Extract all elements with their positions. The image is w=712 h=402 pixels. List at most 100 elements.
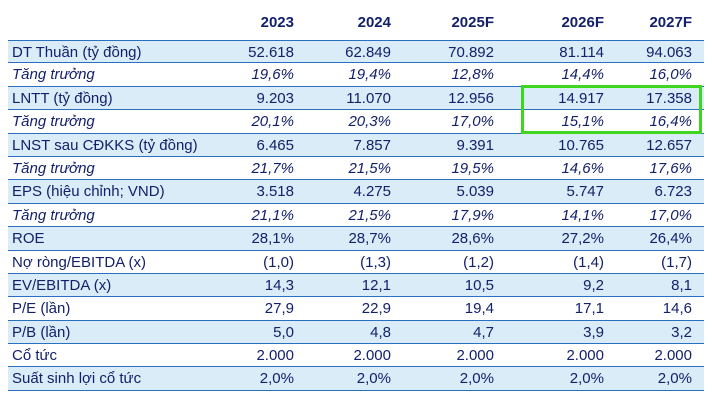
table-row: LNST sau CĐKKS (tỷ đồng) 6.465 7.857 9.391 1… [8, 133, 704, 157]
table-cell: 9.391 [456, 136, 494, 154]
row-label: LNTT (tỷ đồng) [12, 89, 113, 107]
table-header: 2023 2024 2025F 2026F 2027F [0, 0, 712, 38]
table-cell: 12.956 [448, 89, 494, 107]
table-row: EPS (hiệu chỉnh; VND) 3.518 4.275 5.039 5.74… [8, 180, 704, 204]
row-label: Tăng trưởng [12, 159, 95, 177]
row-label: P/E (lần) [12, 300, 71, 318]
table-cell: 16,0% [649, 66, 692, 84]
table-cell: 26,4% [649, 230, 692, 248]
row-label: ROE [12, 230, 45, 248]
table-cell: 28,1% [251, 230, 294, 248]
table-cell: 6.723 [654, 183, 692, 201]
table-cell: 2.000 [456, 347, 494, 365]
table-row: Tăng trưởng 20,1% 20,3% 17,0% 15,1% 16,4% [8, 110, 704, 134]
table-cell: 27,9 [264, 300, 294, 318]
table-row: ROE 28,1% 28,7% 28,6% 27,2% 26,4% [8, 227, 704, 251]
table-cell: 12,8% [451, 66, 494, 84]
table-cell: 2.000 [353, 347, 391, 365]
row-label: P/B (lần) [12, 323, 71, 341]
table-cell: 94.063 [646, 44, 692, 61]
table-row: Tăng trưởng 21,1% 21,5% 17,9% 14,1% 17,0% [8, 204, 704, 228]
table-cell: 10,5 [464, 276, 494, 294]
row-label: Suất sinh lợi cổ tức [12, 370, 142, 388]
row-label: Tăng trưởng [12, 206, 95, 224]
table-row: Nợ ròng/EBITDA (x) (1,0) (1,3) (1,2) (1,4) (1… [8, 251, 704, 274]
table-cell: 14,6 [662, 300, 692, 318]
table-cell: 15,1% [561, 113, 604, 131]
table-cell: 17,9% [451, 206, 494, 224]
table-cell: 19,5% [451, 159, 494, 177]
table-cell: 19,4 [464, 300, 494, 318]
financial-table: DT Thuần (tỷ đồng) 52.618 62.849 70.892 81.1… [8, 40, 704, 391]
row-label: Tăng trưởng [12, 66, 95, 84]
table-cell: 11.070 [346, 89, 391, 107]
table-cell: 81.114 [559, 44, 604, 61]
table-cell: 7.857 [353, 136, 391, 154]
column-header-2027f: 2027F [649, 14, 692, 31]
table-cell: 16,4% [649, 113, 692, 131]
table-cell: 17,6% [649, 159, 692, 177]
row-label: DT Thuần (tỷ đồng) [12, 44, 142, 61]
table-cell: 17,1 [574, 300, 604, 318]
column-header-2026f: 2026F [561, 14, 604, 31]
table-cell: 9.203 [256, 89, 294, 107]
table-cell: 2,0% [459, 370, 494, 388]
table-cell: 17,0% [451, 113, 494, 131]
table-cell: 14,6% [561, 159, 604, 177]
table-cell: (1,3) [360, 253, 391, 271]
table-row: Cổ tức 2.000 2.000 2.000 2.000 2.000 [8, 344, 704, 368]
table-cell: 5,0 [273, 323, 294, 341]
column-header-2025f: 2025F [451, 14, 494, 31]
table-cell: 14,4% [561, 66, 604, 84]
table-cell: 3,9 [583, 323, 604, 341]
table-cell: 3.518 [256, 183, 294, 201]
table-cell: 4,7 [473, 323, 494, 341]
table-cell: 10.765 [558, 136, 604, 154]
table-cell: 21,5% [348, 206, 391, 224]
table-cell: 22,9 [361, 300, 391, 318]
table-cell: 12,1 [361, 276, 391, 294]
table-cell: (1,2) [463, 253, 494, 271]
table-cell: 2.000 [566, 347, 604, 365]
table-cell: 62.849 [345, 44, 391, 61]
row-label: Tăng trưởng [12, 113, 95, 131]
table-row: Tăng trưởng 19,6% 19,4% 12,8% 14,4% 16,0% [8, 63, 704, 87]
table-row: P/E (lần) 27,9 22,9 19,4 17,1 14,6 [8, 297, 704, 321]
table-cell: 3,2 [671, 323, 692, 341]
table-cell: 2.000 [256, 347, 294, 365]
table-cell: 4,8 [370, 323, 391, 341]
table-cell: 14,1% [561, 206, 604, 224]
table-row: EV/EBITDA (x) 14,3 12,1 10,5 9,2 8,1 [8, 273, 704, 298]
row-label: EPS (hiệu chỉnh; VND) [12, 183, 165, 201]
table-cell: 14.917 [558, 89, 604, 107]
table-cell: 21,5% [348, 159, 391, 177]
table-row: Tăng trưởng 21,7% 21,5% 19,5% 14,6% 17,6% [8, 157, 704, 181]
table-cell: 2.000 [654, 347, 692, 365]
table-cell: 2,0% [356, 370, 391, 388]
table-cell: (1,7) [661, 253, 692, 271]
table-cell: 5.039 [456, 183, 494, 201]
column-header-2024: 2024 [357, 14, 391, 31]
table-cell: 21,7% [251, 159, 294, 177]
table-cell: 12.657 [646, 136, 692, 154]
table-cell: 20,3% [348, 113, 391, 131]
table-cell: 19,4% [348, 66, 391, 84]
table-cell: 17.358 [646, 89, 692, 107]
table-cell: 27,2% [561, 230, 604, 248]
row-label: LNST sau CĐKKS (tỷ đồng) [12, 136, 198, 154]
table-cell: 8,1 [671, 276, 692, 294]
table-cell: 17,0% [649, 206, 692, 224]
table-cell: 4.275 [353, 183, 391, 201]
table-cell: 28,7% [348, 230, 391, 248]
row-label: Cổ tức [12, 347, 58, 365]
table-cell: (1,4) [573, 253, 604, 271]
table-cell: 14,3 [264, 276, 294, 294]
row-label: Nợ ròng/EBITDA (x) [12, 253, 147, 271]
table-cell: 5.747 [566, 183, 604, 201]
table-row: DT Thuần (tỷ đồng) 52.618 62.849 70.892 81.1… [8, 40, 704, 64]
table-row: Suất sinh lợi cổ tức 2,0% 2,0% 2,0% 2,0% 2,0% [8, 367, 704, 391]
table-row: P/B (lần) 5,0 4,8 4,7 3,9 3,2 [8, 320, 704, 345]
table-cell: 19,6% [251, 66, 294, 84]
table-cell: 6.465 [256, 136, 294, 154]
table-cell: 52.618 [248, 44, 294, 61]
